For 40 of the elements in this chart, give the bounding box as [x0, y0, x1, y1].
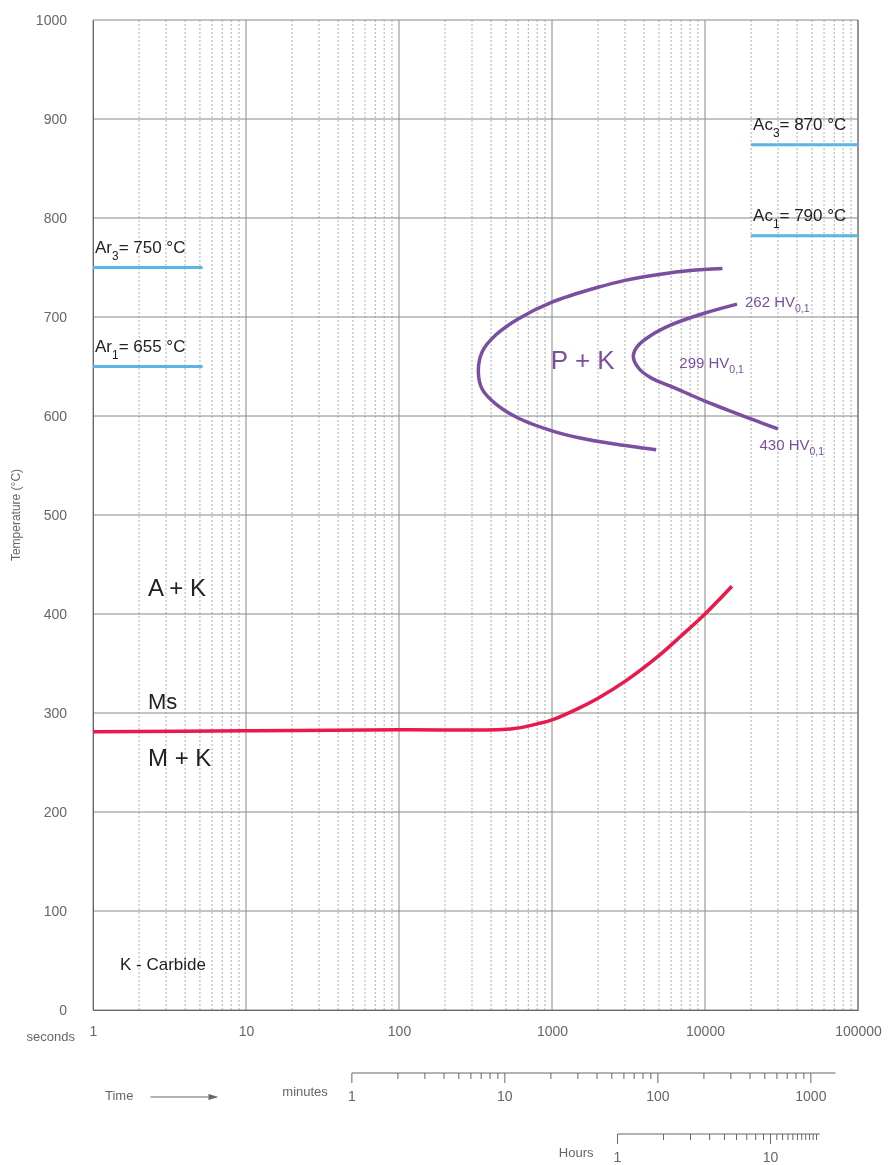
y-tick-label: 100 — [43, 902, 68, 919]
text: 1 — [613, 1148, 622, 1165]
annotation: 299 HV$_{0,1}$ — [679, 353, 745, 375]
x-tick-label: 10000 — [686, 1022, 726, 1039]
text: Hours — [558, 1145, 594, 1161]
annotation: 430 HV$_{0,1}$ — [759, 435, 825, 457]
y-tick-label: 0 — [59, 1001, 68, 1018]
text: 1 — [347, 1087, 356, 1104]
x-axis-title: seconds — [26, 1029, 76, 1044]
y-tick-label: 1000 — [35, 11, 68, 28]
text: 100 — [646, 1087, 670, 1104]
annotation: P + K — [550, 344, 616, 375]
series-label: Ac$_{1}$= 790 °C — [753, 205, 847, 231]
y-tick-label: 200 — [43, 803, 68, 820]
x-tick-label: 1000 — [536, 1022, 569, 1039]
annotation: A + K — [148, 574, 207, 602]
y-tick-label: 300 — [43, 704, 68, 721]
y-tick-label: 500 — [43, 506, 68, 523]
text: 1000 — [795, 1087, 827, 1104]
y-tick-label: 800 — [43, 209, 68, 226]
series-label: Ar$_{1}$= 655 °C — [95, 336, 186, 362]
x-tick-label: 100 — [387, 1022, 412, 1039]
annotation: 262 HV$_{0,1}$ — [744, 292, 810, 314]
x-tick-label: 100000 — [835, 1022, 883, 1039]
text: minutes — [282, 1084, 329, 1100]
y-tick-label: 600 — [43, 407, 68, 424]
series-label: Ar$_{3}$= 750 °C — [95, 237, 186, 263]
y-tick-label: 400 — [43, 605, 68, 622]
text: Time — [105, 1088, 134, 1104]
y-tick-label: 700 — [43, 308, 68, 325]
annotation: Ms — [148, 688, 178, 714]
x-tick-label: 1 — [89, 1022, 98, 1039]
x-tick-label: 10 — [238, 1022, 255, 1039]
y-axis-title: Temperature (°C) — [9, 468, 23, 562]
series-label: Ac$_{3}$= 870 °C — [753, 114, 847, 140]
annotation: M + K — [148, 744, 212, 772]
text: 10 — [762, 1148, 779, 1165]
annotation: K - Carbide — [120, 955, 206, 975]
y-tick-label: 900 — [43, 110, 68, 127]
text: 10 — [497, 1087, 513, 1104]
